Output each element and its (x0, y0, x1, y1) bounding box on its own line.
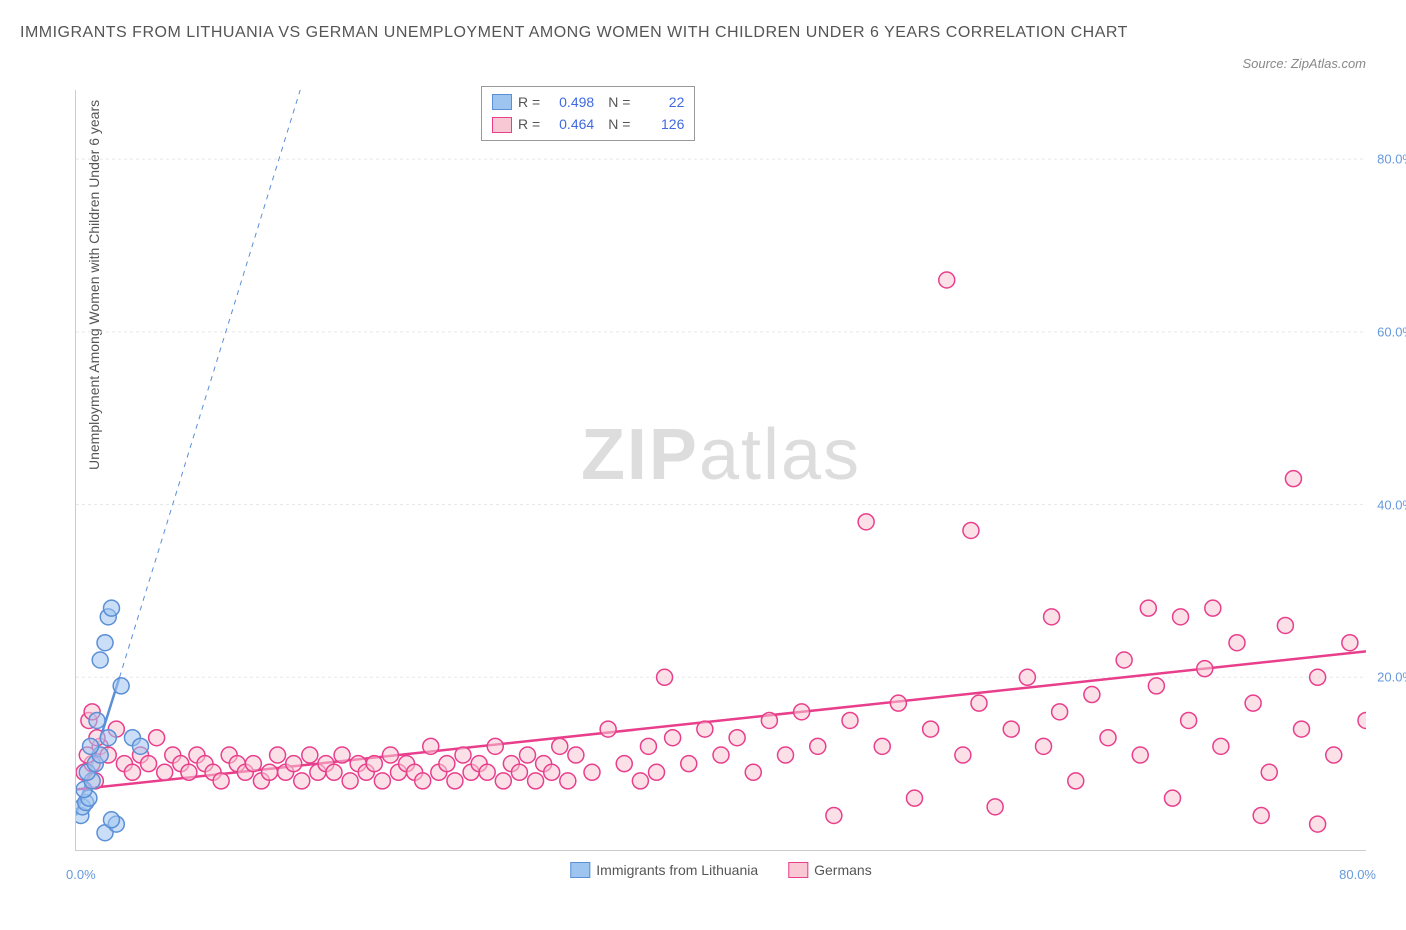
plot-area: Unemployment Among Women with Children U… (75, 90, 1366, 851)
correlation-legend: R = 0.498 N = 22 R = 0.464 N = 126 (481, 86, 695, 141)
legend-swatch-germans (788, 862, 808, 878)
legend-label-germans: Germans (814, 862, 872, 878)
r-label: R = (518, 91, 540, 113)
legend-row-lithuania: R = 0.498 N = 22 (492, 91, 684, 113)
legend-label-lithuania: Immigrants from Lithuania (596, 862, 758, 878)
scatter-plot-svg (76, 90, 1366, 850)
y-tick-label: 80.0% (1377, 152, 1406, 167)
y-tick-label: 60.0% (1377, 324, 1406, 339)
legend-swatch-germans (492, 117, 512, 133)
legend-item-lithuania: Immigrants from Lithuania (570, 862, 758, 878)
x-axis-max-label: 80.0% (1339, 867, 1376, 882)
y-tick-label: 40.0% (1377, 497, 1406, 512)
legend-swatch-lithuania (492, 94, 512, 110)
n-value-lithuania: 22 (636, 91, 684, 113)
x-axis-min-label: 0.0% (66, 867, 96, 882)
r-value-lithuania: 0.498 (546, 91, 594, 113)
chart-title: IMMIGRANTS FROM LITHUANIA VS GERMAN UNEM… (20, 20, 1386, 46)
legend-row-germans: R = 0.464 N = 126 (492, 113, 684, 135)
chart-container: IMMIGRANTS FROM LITHUANIA VS GERMAN UNEM… (20, 20, 1386, 910)
legend-item-germans: Germans (788, 862, 872, 878)
r-value-germans: 0.464 (546, 113, 594, 135)
n-label: N = (608, 113, 630, 135)
source-attribution: Source: ZipAtlas.com (1242, 56, 1366, 71)
r-label: R = (518, 113, 540, 135)
n-label: N = (608, 91, 630, 113)
series-legend: Immigrants from Lithuania Germans (570, 862, 871, 878)
n-value-germans: 126 (636, 113, 684, 135)
y-tick-label: 20.0% (1377, 670, 1406, 685)
legend-swatch-lithuania (570, 862, 590, 878)
